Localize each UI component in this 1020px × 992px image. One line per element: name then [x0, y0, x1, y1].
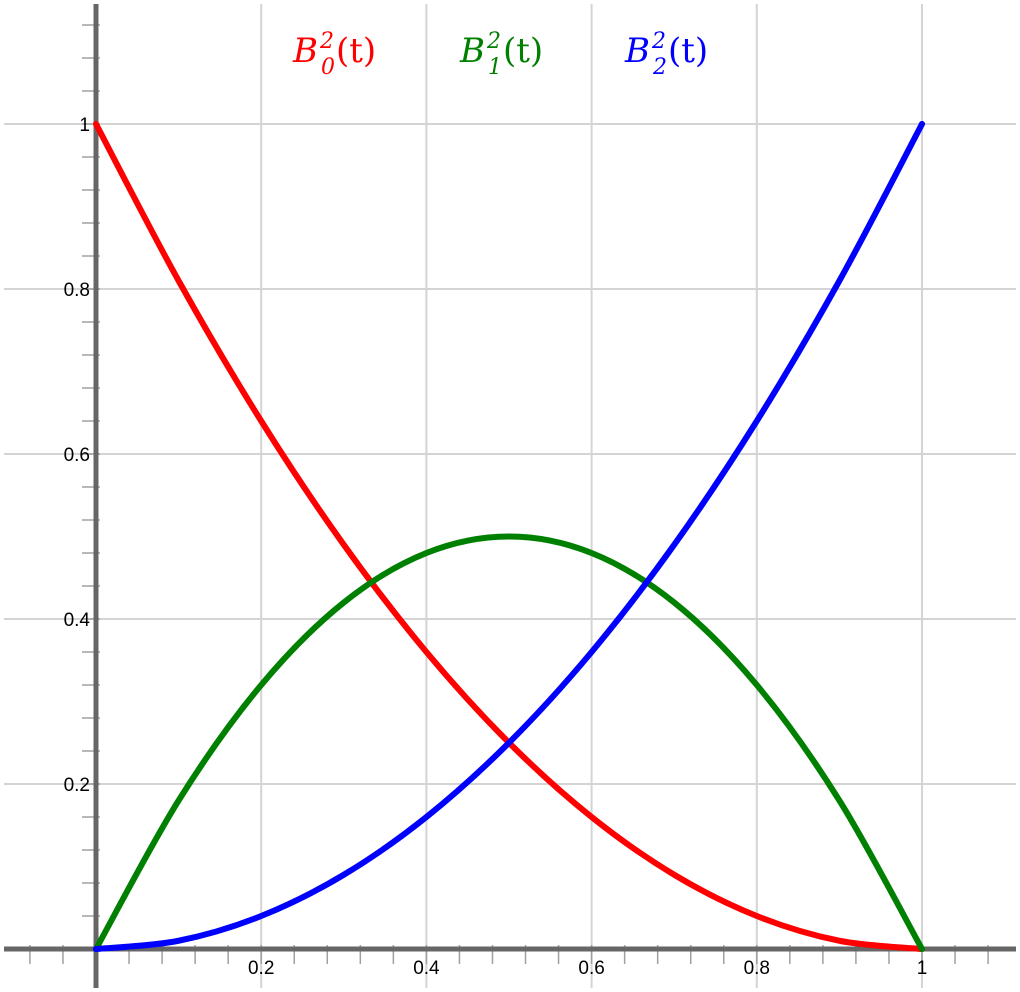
series-line-1 — [93, 533, 925, 952]
series-point-start-0 — [93, 121, 99, 127]
y-tick-label: 1 — [79, 115, 90, 136]
legend: B2 0(t) B2 1(t) B2 2(t) — [292, 29, 708, 80]
y-tick-label: 0.4 — [64, 610, 91, 631]
x-tick-label: 0.4 — [413, 958, 440, 979]
legend-item-2: B2 2(t) — [624, 29, 708, 80]
grid — [4, 4, 1016, 988]
x-tick-label: 1 — [917, 958, 928, 979]
x-tick-label: 0.8 — [744, 958, 770, 979]
axes — [4, 4, 1016, 988]
y-tick-label: 0.8 — [64, 280, 90, 301]
series-line-0 — [93, 121, 925, 952]
series-line-2 — [93, 121, 925, 952]
x-tick-label: 0.2 — [248, 958, 274, 979]
y-tick-label: 0.2 — [64, 775, 90, 796]
y-tick-label: 0.6 — [64, 445, 90, 466]
series-lines — [93, 121, 925, 952]
series-point-end-1 — [919, 946, 925, 952]
x-tick-label: 0.6 — [578, 958, 604, 979]
series-point-start-2 — [93, 946, 99, 952]
minor-ticks — [29, 24, 989, 964]
series-point-end-2 — [919, 121, 925, 127]
legend-item-0: B2 0(t) — [292, 29, 376, 80]
tick-labels: 0.2 0.4 0.6 0.8 1 0.2 0.4 0.6 0.8 1 — [64, 115, 928, 979]
legend-item-1: B2 1(t) — [459, 29, 543, 80]
